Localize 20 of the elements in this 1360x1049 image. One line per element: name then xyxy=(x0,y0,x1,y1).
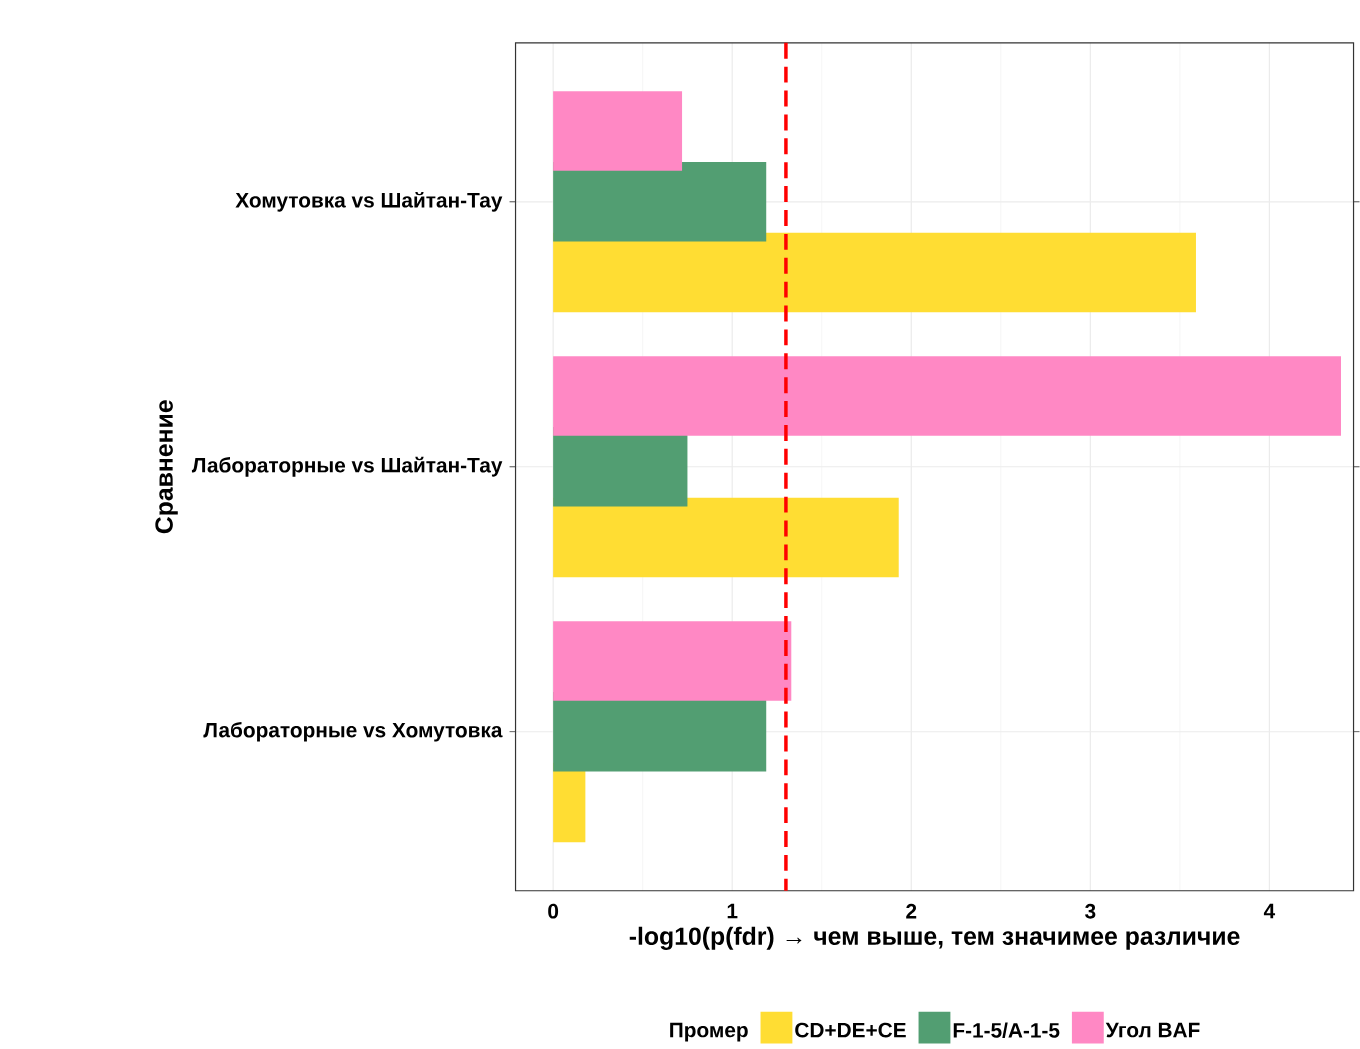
x-tick-label: 3 xyxy=(1085,903,1096,919)
x-tick-label: 4 xyxy=(1263,903,1276,919)
legend-label: Угол BAF xyxy=(1105,1022,1200,1038)
bar xyxy=(553,497,899,578)
bar xyxy=(553,162,767,242)
x-tick-label: 1 xyxy=(727,903,738,919)
y-tick-label: Лабораторные vs Шайтан-Тау xyxy=(191,456,503,477)
bar xyxy=(553,91,683,171)
x-tick-label: 2 xyxy=(906,903,917,919)
bar xyxy=(553,232,1196,313)
x-axis-title: -log10(p(fdr) → чем выше, тем значимее различие xyxy=(629,926,1240,950)
x-tick-label: 0 xyxy=(548,903,559,919)
y-tick-label: Хомутовка vs Шайтан-Тау xyxy=(235,191,503,212)
legend-label: CD+DE+CE xyxy=(795,1022,906,1038)
bar xyxy=(553,356,1342,436)
legend-title: Промер xyxy=(670,1022,748,1042)
legend-label: F-1-5/A-1-5 xyxy=(953,1022,1060,1038)
y-tick-label: Лабораторные vs Хомутовка xyxy=(203,721,503,742)
y-axis-title: Сравнение xyxy=(155,400,178,534)
bar xyxy=(553,621,792,701)
